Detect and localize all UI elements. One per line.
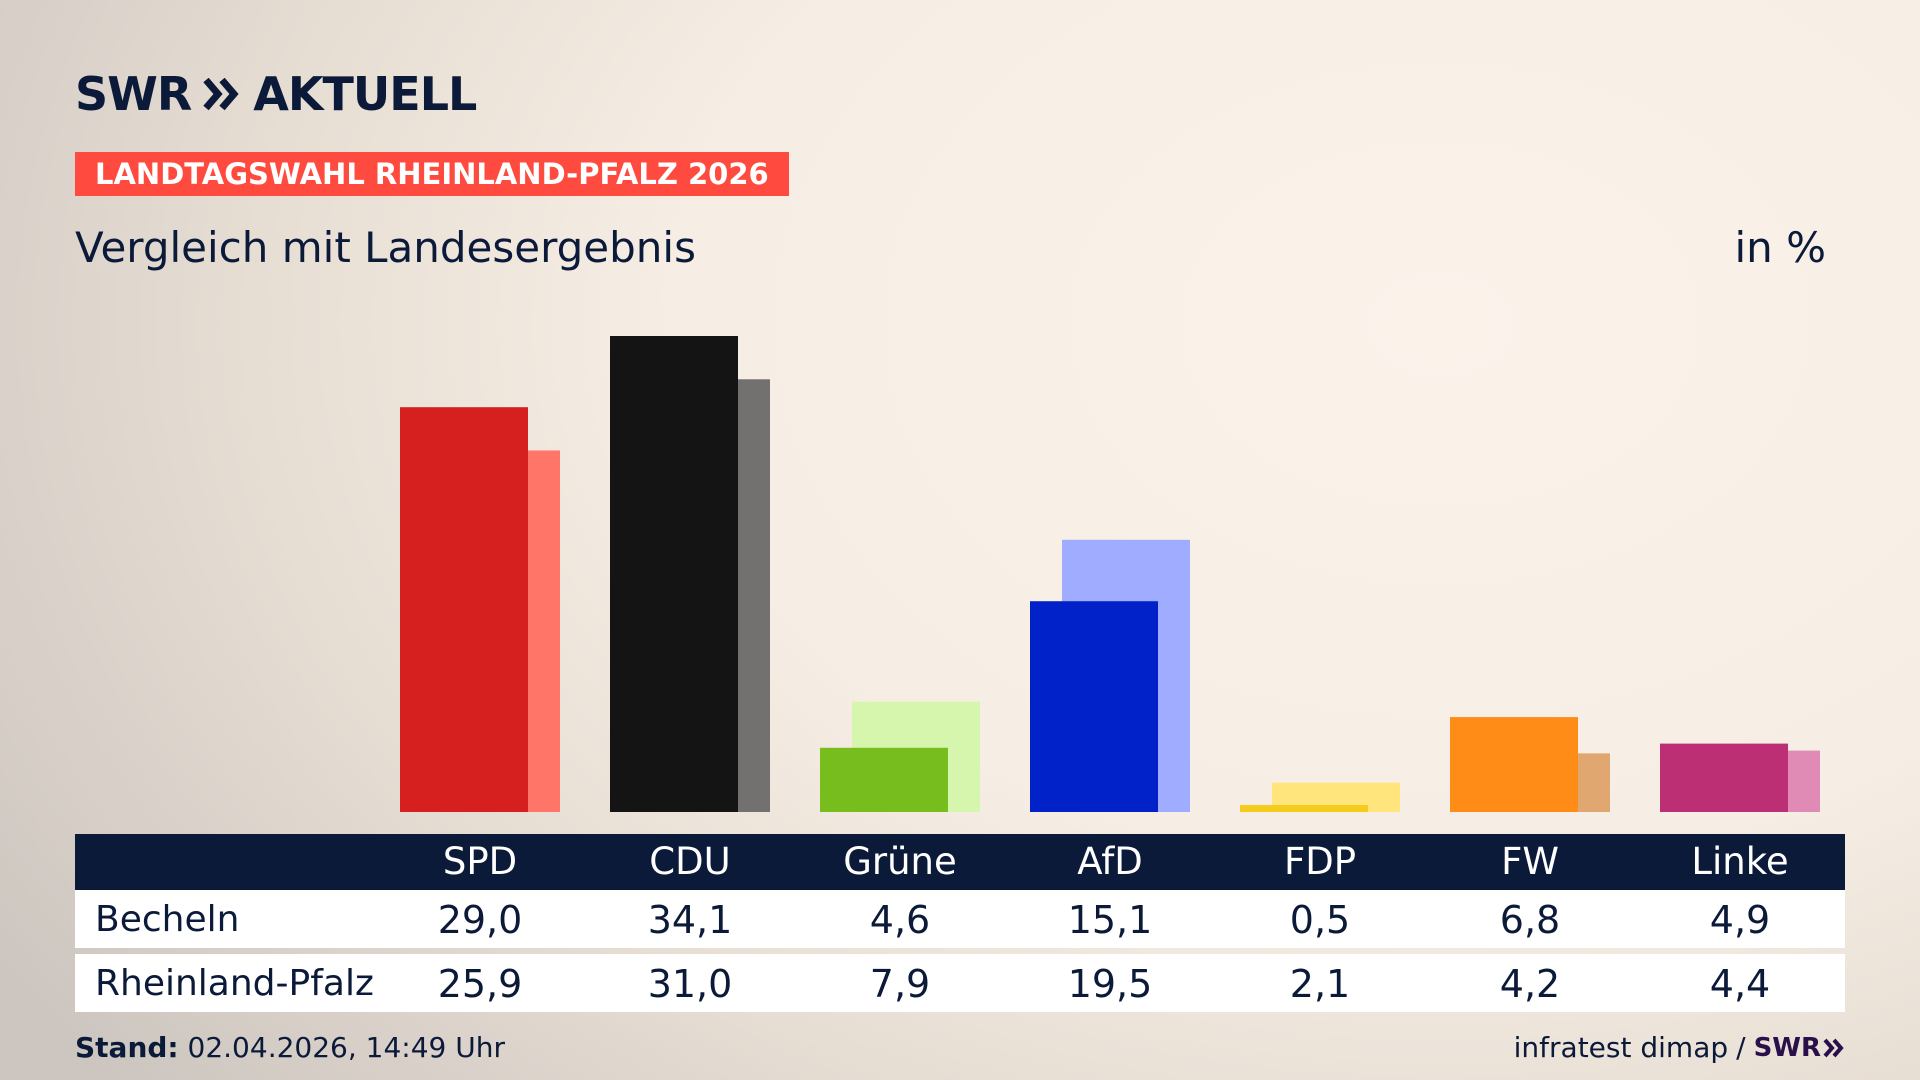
- table-cell-becheln-afd: 15,1: [1067, 898, 1153, 942]
- column-header-grüne: Grüne: [843, 840, 957, 883]
- source-brand-text: SWR: [1753, 1033, 1821, 1063]
- logo-swr-text: SWR: [75, 67, 192, 121]
- chart-subtitle: Vergleich mit Landesergebnis: [75, 223, 696, 272]
- table-cell-rheinland-pfalz-fw: 4,2: [1499, 962, 1561, 1006]
- table-cell-rheinland-pfalz-afd: 19,5: [1067, 962, 1153, 1006]
- stand-label: Stand:: [75, 1031, 179, 1064]
- table-cell-becheln-spd: 29,0: [437, 898, 523, 942]
- table-header-row: SPD CDU Grüne AfD FDP FW Linke: [75, 834, 1845, 890]
- table-row-rheinland-pfalz: Rheinland-Pfalz 25,9 31,0 7,9 19,5 2,1 4,2 4,4: [75, 954, 1845, 1012]
- double-chevron-right-icon: [203, 77, 241, 111]
- unit-label: in %: [1734, 223, 1826, 272]
- table-cell-rheinland-pfalz-grüne: 7,9: [869, 962, 931, 1006]
- logo-aktuell-text: AKTUELL: [253, 67, 477, 121]
- column-header-linke: Linke: [1691, 840, 1789, 883]
- bar-chart: [400, 336, 1820, 812]
- swr-mini-logo: SWR: [1754, 1030, 1845, 1066]
- stand-value: 02.04.2026, 14:49 Uhr: [187, 1031, 505, 1064]
- bar-becheln-grüne: [820, 747, 948, 812]
- bar-becheln-fw: [1450, 717, 1578, 812]
- source-credit: infratest dimap / SWR: [1514, 1030, 1845, 1066]
- source-text: infratest dimap: [1513, 1031, 1729, 1064]
- double-chevron-right-icon: [1823, 1038, 1844, 1058]
- row-label-rheinland-pfalz: Rheinland-Pfalz: [95, 963, 374, 1004]
- bar-becheln-linke: [1660, 743, 1788, 812]
- table-cell-becheln-linke: 4,9: [1709, 898, 1771, 942]
- table-cell-becheln-cdu: 34,1: [647, 898, 733, 942]
- table-cell-becheln-grüne: 4,6: [869, 898, 931, 942]
- timestamp: Stand: 02.04.2026, 14:49 Uhr: [75, 1030, 505, 1066]
- bar-becheln-fdp: [1240, 805, 1368, 812]
- row-label-becheln: Becheln: [95, 899, 240, 940]
- table-cell-rheinland-pfalz-spd: 25,9: [437, 962, 523, 1006]
- column-header-cdu: CDU: [649, 840, 731, 883]
- column-header-afd: AfD: [1077, 840, 1143, 883]
- election-badge: LANDTAGSWAHL RHEINLAND-PFALZ 2026: [75, 152, 789, 196]
- table-cell-rheinland-pfalz-linke: 4,4: [1709, 962, 1771, 1006]
- column-header-fdp: FDP: [1283, 840, 1357, 883]
- table-cell-rheinland-pfalz-cdu: 31,0: [647, 962, 733, 1006]
- table-cell-becheln-fdp: 0,5: [1289, 898, 1351, 942]
- results-table: SPD CDU Grüne AfD FDP FW Linke Becheln 29,0 34,…: [75, 834, 1845, 1012]
- bar-becheln-spd: [400, 407, 528, 812]
- column-header-spd: SPD: [442, 840, 518, 883]
- bar-becheln-cdu: [610, 336, 738, 812]
- column-header-fw: FW: [1501, 840, 1559, 883]
- table-cell-rheinland-pfalz-fdp: 2,1: [1289, 962, 1351, 1006]
- table-cell-becheln-fw: 6,8: [1499, 898, 1561, 942]
- source-separator: /: [1736, 1031, 1746, 1064]
- swr-aktuell-logo: SWR AKTUELL: [75, 66, 477, 122]
- table-row-becheln: Becheln 29,0 34,1 4,6 15,1 0,5 6,8 4,9: [75, 890, 1845, 948]
- bar-becheln-afd: [1030, 601, 1158, 812]
